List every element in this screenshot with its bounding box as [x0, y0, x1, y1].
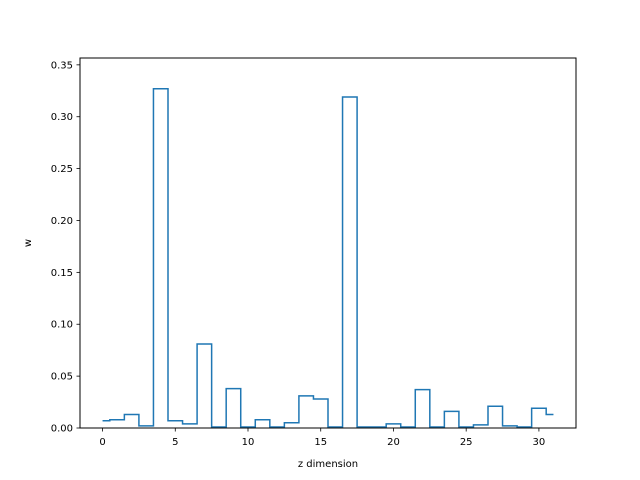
- x-tick-label: 15: [314, 437, 327, 448]
- series-line: [102, 87, 554, 428]
- y-tick-label: 0.20: [51, 216, 73, 227]
- x-axis-label: z dimension: [298, 459, 358, 470]
- y-tick-label: 0.10: [51, 320, 73, 331]
- y-axis-ticks: 0.00 0.05 0.10 0.15 0.20 0.25 0.30 0.35: [51, 60, 80, 435]
- plot-area: [80, 58, 576, 428]
- y-tick-label: 0.25: [51, 164, 73, 175]
- y-tick-label: 0.15: [51, 268, 73, 279]
- y-tick-label: 0.05: [51, 372, 73, 383]
- x-tick-label: 20: [387, 437, 400, 448]
- y-tick-label: 0.30: [51, 112, 73, 123]
- y-tick-label: 0.35: [51, 60, 73, 71]
- x-tick-label: 0: [99, 437, 105, 448]
- series-layer: [102, 87, 554, 428]
- x-tick-label: 25: [460, 437, 473, 448]
- y-tick-label: 0.00: [51, 424, 73, 435]
- x-axis-ticks: 0 5 10 15 20 25 30: [99, 428, 545, 448]
- x-tick-label: 30: [533, 437, 546, 448]
- x-tick-label: 5: [172, 437, 178, 448]
- plot-frame: [79, 57, 577, 429]
- y-axis-label: w: [23, 239, 34, 247]
- x-tick-label: 10: [242, 437, 255, 448]
